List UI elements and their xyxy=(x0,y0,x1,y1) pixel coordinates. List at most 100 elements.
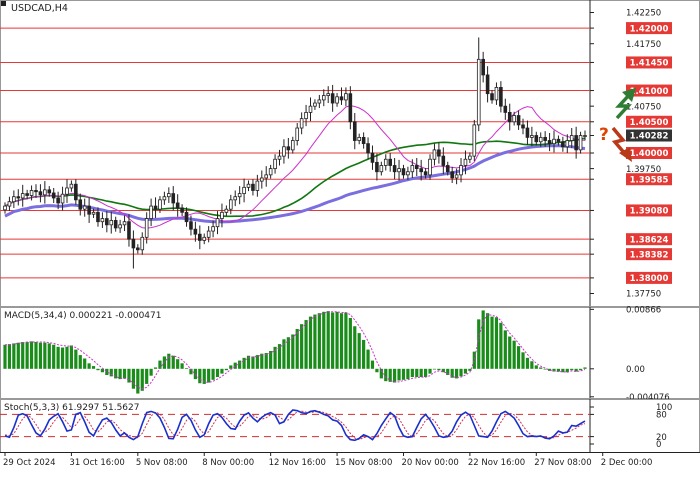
macd-bar xyxy=(220,368,224,374)
arrow-down-head-icon xyxy=(619,147,632,162)
macd-bar xyxy=(348,317,352,369)
price-panel: 1.42500 1.42250 1.42000 1.41750 1.41450 1.410… xyxy=(0,0,700,307)
ma-fast-line xyxy=(4,105,586,229)
candle-body xyxy=(16,196,21,199)
macd-bar xyxy=(508,336,512,369)
macd-bar xyxy=(238,360,242,369)
macd-bar xyxy=(362,339,366,369)
candle-body xyxy=(189,221,193,230)
macd-bar xyxy=(379,368,383,379)
macd-bar xyxy=(326,311,330,369)
time-tick-label: 8 Nov 00:00 xyxy=(202,458,254,468)
candle-body xyxy=(459,165,463,176)
candle-body xyxy=(206,230,211,238)
macd-bar xyxy=(331,312,335,369)
candle-body xyxy=(20,193,25,199)
candle-body xyxy=(357,136,361,141)
candle-body xyxy=(47,189,52,194)
candle-body xyxy=(29,190,34,196)
candle-body xyxy=(100,218,105,223)
macd-bar xyxy=(335,311,339,369)
candle-body xyxy=(516,115,521,126)
stoch-tick-label: 20 xyxy=(656,433,667,443)
level-price-tag xyxy=(626,233,672,246)
macd-bar xyxy=(481,310,485,369)
candle-body xyxy=(3,205,7,211)
macd-bar xyxy=(3,344,7,369)
macd-bar xyxy=(171,355,175,369)
candle-body xyxy=(259,177,264,182)
candle-body xyxy=(383,158,388,166)
candle-body xyxy=(468,155,472,160)
stoch-tick-label: 0 xyxy=(656,440,661,450)
macd-bar xyxy=(521,352,525,369)
candle-body xyxy=(485,74,490,95)
candle-body xyxy=(366,143,370,154)
arrow-up-icon xyxy=(615,92,632,120)
macd-bar xyxy=(21,342,25,369)
candle-body xyxy=(392,165,397,173)
arrow-up-head-icon xyxy=(622,88,636,102)
candle-body xyxy=(335,96,339,104)
candle-body xyxy=(60,193,65,204)
candle-body xyxy=(304,112,308,120)
price-tick-label: 1.38000 xyxy=(630,274,669,284)
current-price-tag xyxy=(626,129,672,142)
time-tick-label: 12 Nov 16:00 xyxy=(269,458,326,468)
price-tick-label: 1.41750 xyxy=(626,40,661,50)
time-tick-label: 29 Oct 2024 xyxy=(3,458,56,468)
title-marker xyxy=(1,1,6,6)
stoch-tick-label: 80 xyxy=(656,411,667,421)
candle-body xyxy=(277,155,282,160)
candle-body xyxy=(326,93,331,96)
candle-body xyxy=(198,233,202,241)
candle-body xyxy=(118,224,122,229)
candle-body xyxy=(242,186,246,194)
price-tick-label: 1.42500 xyxy=(626,0,661,3)
macd-bar xyxy=(300,324,304,369)
macd-bar xyxy=(401,368,406,380)
candle-body xyxy=(34,190,38,193)
candle-body xyxy=(251,183,255,191)
level-price-tag xyxy=(626,115,672,128)
candle-body xyxy=(229,199,233,210)
macd-bar xyxy=(87,363,91,369)
macd-tick-label: 0.00866 xyxy=(626,306,661,316)
macd-bar xyxy=(69,345,74,369)
macd-bar xyxy=(264,353,268,369)
candle-body xyxy=(344,93,348,101)
level-price-tag xyxy=(626,271,672,284)
candle-body xyxy=(410,165,415,173)
macd-bar xyxy=(530,361,534,369)
macd-bar xyxy=(260,353,264,369)
macd-bar xyxy=(105,368,109,375)
macd-bar xyxy=(198,368,202,384)
macd-panel: 0.00866 0.00 -0.004076 MACD(5,34,4) 0.00022… xyxy=(0,306,700,403)
candle-body xyxy=(113,220,118,229)
candle-body xyxy=(308,105,313,113)
macd-bar xyxy=(547,368,552,371)
macd-bar xyxy=(47,343,51,369)
macd-bar xyxy=(193,368,197,380)
candle-body xyxy=(490,93,494,101)
macd-bar xyxy=(384,368,388,382)
macd-bar xyxy=(556,368,561,372)
candle-body xyxy=(445,165,450,173)
candle-body xyxy=(220,211,224,219)
macd-bar xyxy=(65,346,69,369)
candle-body xyxy=(171,193,176,204)
candle-body xyxy=(7,201,12,207)
candle-body xyxy=(574,135,578,151)
level-price-tag xyxy=(626,84,672,97)
candle-body xyxy=(423,171,428,176)
macd-bar xyxy=(455,368,459,379)
macd-bar xyxy=(215,368,220,378)
macd-bar xyxy=(114,368,118,379)
price-chart-title: USDCAD,H4 xyxy=(11,3,68,14)
level-price-tag xyxy=(626,147,672,159)
candle-body xyxy=(167,193,171,198)
macd-bar xyxy=(246,355,251,369)
stoch-title: Stoch(5,3,3) 61.9297 51.5627 xyxy=(4,403,139,413)
candle-body xyxy=(578,135,583,151)
